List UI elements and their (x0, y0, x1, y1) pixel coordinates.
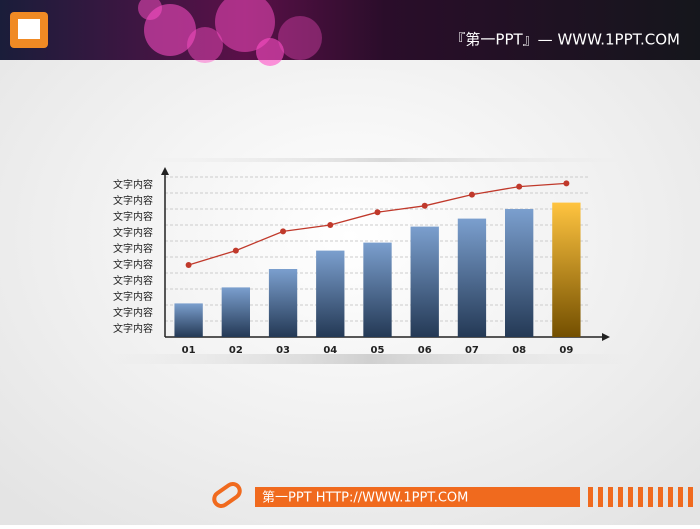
bar (174, 303, 203, 337)
bar (410, 226, 439, 337)
header-band (0, 0, 700, 60)
x-tick-label: 07 (465, 345, 479, 356)
line-point (563, 180, 570, 187)
bokeh (138, 0, 322, 66)
bar (457, 218, 487, 337)
bar (221, 287, 250, 337)
line-point (232, 247, 239, 254)
line-point (185, 262, 192, 268)
chart-shadow (110, 354, 630, 364)
line-point (516, 183, 523, 190)
y-tick-label: 文字内容 (113, 274, 153, 287)
line-point (327, 222, 334, 228)
line-point (374, 209, 381, 216)
line-point (468, 191, 475, 198)
line-point (421, 202, 428, 209)
bar (552, 202, 581, 337)
footer-text: 第一PPT HTTP://WWW.1PPT.COM (262, 491, 468, 506)
x-tick-label: 08 (512, 345, 526, 356)
x-tick-label: 06 (418, 345, 432, 356)
x-tick-label: 01 (182, 345, 196, 356)
y-tick-label: 文字内容 (113, 306, 153, 319)
x-tick-label: 02 (229, 345, 243, 356)
x-tick-label: 09 (559, 345, 573, 356)
y-tick-label: 文字内容 (113, 258, 153, 271)
y-tick-label: 文字内容 (113, 210, 153, 223)
y-tick-label: 文字内容 (113, 226, 153, 239)
x-tick-label: 05 (371, 345, 385, 356)
footer-icon (212, 481, 242, 509)
y-tick-label: 文字内容 (113, 322, 153, 335)
y-tick-label: 文字内容 (113, 194, 153, 207)
footer-bar (255, 487, 580, 507)
footer-stripes (588, 487, 693, 507)
x-tick-label: 04 (323, 345, 337, 356)
chart-top-shadow (150, 158, 620, 162)
ppt-icon-inner (18, 19, 40, 39)
y-axis-arrow (161, 167, 169, 175)
x-tick-label: 03 (276, 345, 290, 356)
y-tick-label: 文字内容 (113, 242, 153, 255)
bar (363, 242, 392, 337)
line-point (280, 228, 287, 235)
bar (505, 209, 534, 337)
bar (268, 269, 298, 337)
header-title: 『第一PPT』— WWW.1PPT.COM (450, 31, 680, 49)
y-tick-label: 文字内容 (113, 178, 153, 191)
plot: 文字内容文字内容文字内容文字内容文字内容文字内容文字内容文字内容文字内容文字内容… (113, 167, 610, 356)
x-axis-arrow (602, 333, 610, 341)
bar (316, 250, 345, 337)
y-tick-label: 文字内容 (113, 290, 153, 303)
